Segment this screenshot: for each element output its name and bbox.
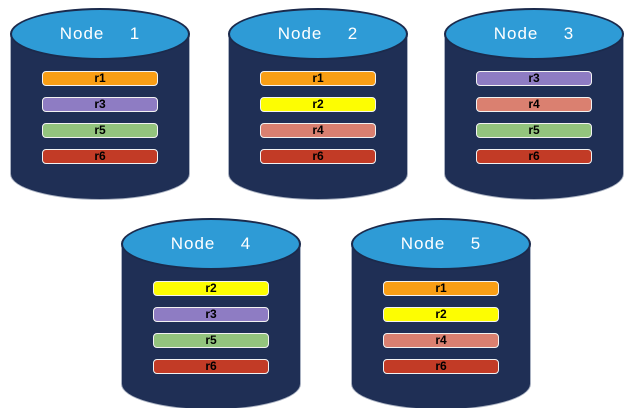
replica-bar: r6	[153, 359, 269, 374]
cylinder-body	[10, 33, 190, 200]
cylinder-body	[351, 243, 531, 408]
replica-label: r1	[94, 71, 106, 85]
database-cylinder-top-icon: Node 2	[228, 8, 408, 60]
replica-bar: r2	[260, 97, 376, 112]
replica-bar: r3	[42, 97, 158, 112]
replica-list: r1 r2 r4 r6	[260, 71, 376, 175]
replica-list: r2 r3 r5 r6	[153, 281, 269, 385]
replica-label: r2	[435, 307, 447, 321]
replica-bar: r2	[153, 281, 269, 296]
database-node: Node 4 r2 r3 r5 r6	[121, 218, 301, 408]
replica-list: r1 r2 r4 r6	[383, 281, 499, 385]
replica-bar: r5	[42, 123, 158, 138]
replica-label: r3	[528, 71, 540, 85]
replica-bar: r5	[476, 123, 592, 138]
replica-label: r6	[94, 149, 106, 163]
database-node: Node 2 r1 r2 r4 r6	[228, 8, 408, 200]
replica-bar: r1	[260, 71, 376, 86]
cylinder-body	[228, 33, 408, 200]
replica-bar: r1	[42, 71, 158, 86]
database-cylinder-top-icon: Node 4	[121, 218, 301, 270]
database-node: Node 5 r1 r2 r4 r6	[351, 218, 531, 408]
replica-bar: r1	[383, 281, 499, 296]
replica-bar: r2	[383, 307, 499, 322]
replica-list: r3 r4 r5 r6	[476, 71, 592, 175]
replica-label: r4	[312, 123, 324, 137]
replica-bar: r4	[476, 97, 592, 112]
node-label: Node 3	[493, 24, 575, 43]
node-label: Node 4	[170, 234, 252, 253]
replica-label: r3	[94, 97, 106, 111]
replica-label: r5	[205, 333, 217, 347]
database-node: Node 3 r3 r4 r5 r6	[444, 8, 624, 200]
replica-label: r5	[528, 123, 540, 137]
replica-label: r6	[528, 149, 540, 163]
database-cylinder-top-icon: Node 1	[10, 8, 190, 60]
replica-bar: r4	[260, 123, 376, 138]
node-label: Node 2	[277, 24, 359, 43]
database-cylinder-top-icon: Node 5	[351, 218, 531, 270]
replica-label: r1	[312, 71, 324, 85]
replica-list: r1 r3 r5 r6	[42, 71, 158, 175]
replica-label: r4	[435, 333, 447, 347]
replica-label: r6	[205, 359, 217, 373]
replica-label: r3	[205, 307, 217, 321]
replica-label: r6	[435, 359, 447, 373]
replica-bar: r5	[153, 333, 269, 348]
replica-bar: r6	[260, 149, 376, 164]
database-node: Node 1 r1 r3 r5 r6	[10, 8, 190, 200]
cylinder-body	[121, 243, 301, 408]
replica-label: r1	[435, 281, 447, 295]
replica-label: r6	[312, 149, 324, 163]
replica-label: r2	[312, 97, 324, 111]
database-cylinder-top-icon: Node 3	[444, 8, 624, 60]
node-label: Node 5	[400, 234, 482, 253]
replica-bar: r3	[153, 307, 269, 322]
replica-bar: r6	[42, 149, 158, 164]
replica-label: r4	[528, 97, 540, 111]
replica-label: r5	[94, 123, 106, 137]
replica-bar: r6	[476, 149, 592, 164]
replica-label: r2	[205, 281, 217, 295]
cylinder-body	[444, 33, 624, 200]
replica-bar: r4	[383, 333, 499, 348]
node-label: Node 1	[59, 24, 141, 43]
replica-bar: r6	[383, 359, 499, 374]
replica-bar: r3	[476, 71, 592, 86]
